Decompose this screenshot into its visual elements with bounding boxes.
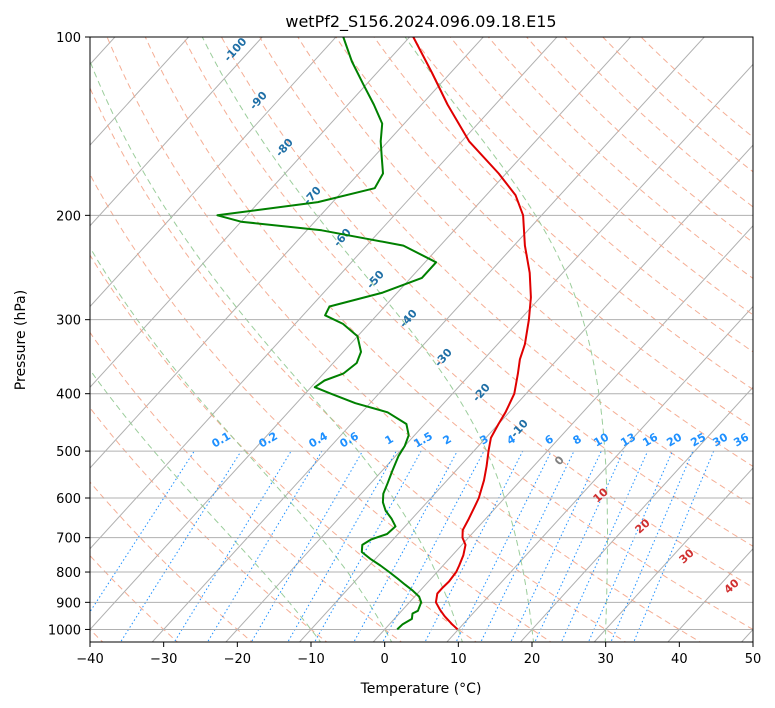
y-tick-label: 100 <box>56 31 81 46</box>
isotherm-line <box>151 37 705 642</box>
isotherm-line <box>90 37 632 631</box>
dry-adiabat-line <box>220 37 753 547</box>
y-tick-label: 1000 <box>48 623 81 638</box>
sounding-series <box>216 37 532 631</box>
isotherm-lines <box>90 37 753 642</box>
x-tick-label: 10 <box>450 652 467 667</box>
y-tick-label: 500 <box>56 445 81 460</box>
dry-adiabat-line <box>90 86 627 642</box>
mixing-ratio-line <box>90 450 195 613</box>
mixing-ratio-line <box>610 450 694 642</box>
dry-adiabat-line <box>297 37 753 468</box>
chart-title: wetPf2_S156.2024.096.09.18.E15 <box>285 12 556 32</box>
dry-adiabat-line <box>182 37 753 588</box>
y-tick-label: 200 <box>56 209 81 224</box>
mixing-ratio-line <box>633 450 715 642</box>
x-tick-label: −20 <box>224 652 251 667</box>
isotherm-line <box>593 467 753 642</box>
dry-adiabat-line <box>335 37 753 429</box>
y-tick-label: 600 <box>56 492 81 507</box>
mixing-ratio-line <box>250 450 363 642</box>
x-tick-label: 50 <box>745 652 762 667</box>
y-axis-ticks: 100 200 300 400 500 600 700 800 900 1000 <box>48 31 90 638</box>
isotherm-line <box>90 37 558 550</box>
isotherm-line <box>519 386 753 642</box>
x-tick-label: 20 <box>524 652 541 667</box>
x-tick-label: 0 <box>381 652 389 667</box>
x-tick-label: 30 <box>597 652 614 667</box>
mixing-ratio-line <box>455 450 552 642</box>
mixing-ratio-lines <box>90 450 715 642</box>
y-axis-label: Pressure (hPa) <box>13 290 29 390</box>
mixing-ratio-line <box>206 450 323 642</box>
mixing-ratio-line <box>353 450 458 642</box>
isotherm-line <box>298 144 753 642</box>
mixing-ratio-line <box>173 450 292 642</box>
x-axis-ticks: −40 −30 −20 −10 0 10 20 30 40 50 <box>76 642 761 667</box>
isotherm-line <box>90 37 263 227</box>
isotherm-line <box>90 37 337 308</box>
x-tick-label: −40 <box>76 652 103 667</box>
y-tick-label: 700 <box>56 532 81 547</box>
mixing-ratio-line <box>382 450 485 642</box>
isotherm-line <box>90 37 484 469</box>
y-tick-label: 800 <box>56 566 81 581</box>
mixing-ratio-line <box>560 450 649 642</box>
y-tick-label: 300 <box>56 314 81 329</box>
dewpoint-profile-line <box>216 37 438 631</box>
moist-adiabat-line <box>90 246 393 642</box>
dry-adiabat-line <box>259 37 753 507</box>
y-tick-label: 900 <box>56 596 81 611</box>
isotherm-line <box>225 63 753 642</box>
plot-frame <box>89 36 754 643</box>
temperature-profile-line <box>412 37 532 631</box>
isotherm-line <box>90 37 411 389</box>
dry-adiabat-line <box>90 407 328 642</box>
x-tick-label: 40 <box>671 652 688 667</box>
x-tick-label: −30 <box>150 652 177 667</box>
isotherm-line <box>90 37 190 146</box>
isotherm-line <box>372 225 753 642</box>
x-tick-label: −10 <box>297 652 324 667</box>
mixing-ratio-line <box>424 450 524 642</box>
mixing-ratio-line <box>314 450 422 642</box>
mixing-ratio-line <box>287 450 397 642</box>
y-tick-label: 400 <box>56 388 81 403</box>
x-axis-label: Temperature (°C) <box>360 681 482 697</box>
dry-adiabat-line <box>90 331 403 642</box>
